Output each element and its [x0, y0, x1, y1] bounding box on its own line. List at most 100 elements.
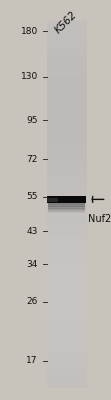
Bar	[47, 128, 87, 130]
Bar	[47, 177, 87, 180]
Bar	[47, 378, 87, 381]
Bar	[47, 76, 87, 79]
Bar	[47, 150, 87, 152]
Bar	[47, 54, 87, 57]
Bar	[47, 83, 87, 86]
Bar	[47, 137, 87, 140]
Bar	[47, 164, 87, 167]
Bar	[47, 189, 87, 192]
Bar	[47, 106, 87, 108]
Bar	[47, 157, 87, 160]
Bar	[47, 32, 87, 35]
Bar	[47, 353, 87, 356]
Bar	[48, 201, 85, 205]
Bar	[47, 368, 87, 371]
Bar	[47, 30, 87, 32]
Bar	[47, 194, 87, 197]
Bar	[47, 331, 87, 334]
Text: 55: 55	[26, 192, 38, 201]
Bar	[47, 380, 87, 383]
Bar	[47, 61, 87, 64]
Bar	[47, 375, 87, 378]
Text: 95: 95	[26, 116, 38, 125]
Bar	[47, 39, 87, 42]
Bar	[47, 280, 87, 282]
Bar	[47, 341, 87, 344]
Bar	[47, 299, 87, 302]
Bar	[47, 292, 87, 295]
Bar	[47, 204, 87, 206]
Bar	[47, 103, 87, 106]
Bar	[47, 255, 87, 258]
Text: 17: 17	[26, 356, 38, 365]
Bar	[47, 64, 87, 67]
Bar	[47, 20, 87, 22]
Bar	[47, 302, 87, 304]
Bar	[47, 334, 87, 336]
Bar	[47, 59, 87, 62]
Bar	[47, 152, 87, 155]
Bar	[47, 253, 87, 256]
Bar	[47, 184, 87, 187]
Bar	[47, 142, 87, 145]
Bar	[47, 294, 87, 297]
Bar	[47, 309, 87, 312]
Bar	[47, 196, 87, 199]
Bar	[47, 344, 87, 346]
Bar	[47, 258, 87, 260]
Bar	[47, 351, 87, 354]
Bar	[47, 250, 87, 253]
Bar	[47, 272, 87, 275]
Bar	[48, 208, 85, 212]
Bar	[47, 154, 87, 157]
Text: 26: 26	[26, 297, 38, 306]
Bar	[47, 233, 87, 236]
Bar	[47, 115, 87, 118]
Bar	[47, 277, 87, 280]
Bar	[47, 201, 87, 204]
Bar	[48, 203, 85, 207]
Bar	[47, 91, 87, 94]
Bar	[47, 132, 87, 135]
Text: 43: 43	[26, 227, 38, 236]
Bar	[47, 214, 87, 216]
Bar	[47, 240, 87, 243]
Bar	[47, 196, 86, 203]
Bar	[47, 226, 87, 228]
Bar	[47, 20, 87, 388]
Bar	[47, 81, 87, 84]
Bar	[47, 24, 87, 27]
Bar	[47, 287, 87, 290]
Bar	[48, 206, 85, 210]
Bar	[47, 52, 87, 54]
Bar	[47, 265, 87, 268]
Bar	[48, 204, 85, 208]
Bar	[47, 34, 87, 37]
Bar	[47, 199, 87, 202]
Bar	[47, 329, 87, 332]
Bar	[47, 321, 87, 324]
Bar	[47, 370, 87, 373]
Bar	[47, 27, 87, 30]
Bar	[47, 324, 87, 327]
Bar	[47, 186, 87, 189]
Bar	[47, 208, 87, 211]
Bar	[47, 22, 87, 25]
Bar	[47, 49, 87, 52]
Bar	[47, 297, 87, 300]
Bar	[47, 123, 87, 126]
Bar	[47, 260, 87, 263]
Bar	[47, 46, 87, 50]
Bar	[47, 160, 87, 162]
Bar	[47, 262, 87, 265]
Bar	[47, 284, 87, 288]
Bar	[47, 130, 87, 133]
Text: Nuf2: Nuf2	[88, 214, 111, 224]
Bar	[47, 358, 87, 361]
Bar	[47, 290, 87, 292]
Bar	[47, 267, 87, 270]
Bar	[47, 316, 87, 319]
Bar	[47, 312, 87, 314]
Bar	[47, 191, 87, 194]
Bar	[47, 198, 58, 202]
